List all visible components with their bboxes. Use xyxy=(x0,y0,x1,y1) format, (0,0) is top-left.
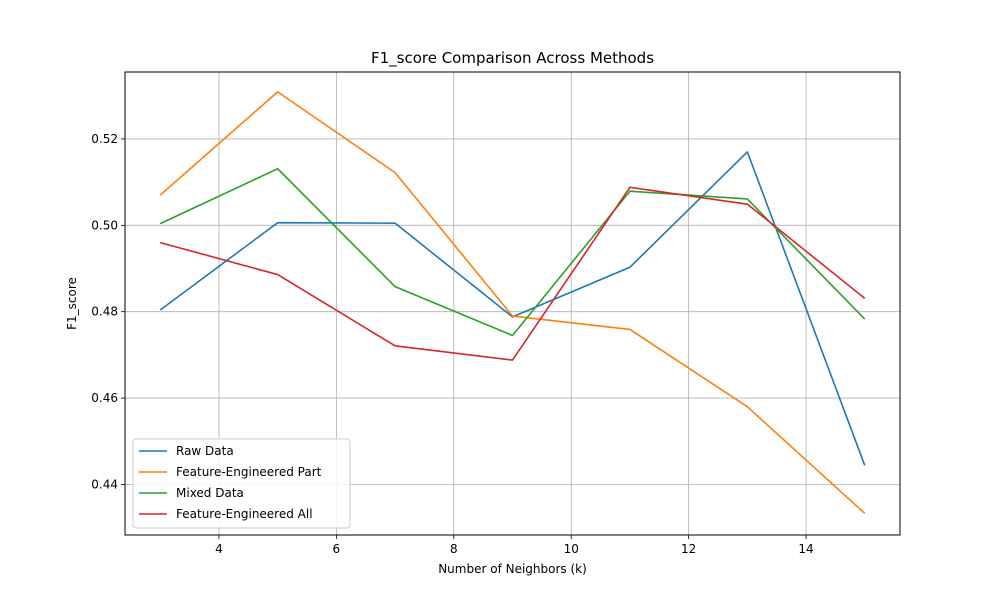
chart-title: F1_score Comparison Across Methods xyxy=(371,49,654,68)
legend-entry: Mixed Data xyxy=(176,486,244,500)
grid xyxy=(125,72,900,535)
x-tick-label: 8 xyxy=(450,542,458,556)
x-tick-label: 4 xyxy=(215,542,223,556)
series-line-2 xyxy=(159,91,866,514)
x-tick-label: 12 xyxy=(681,542,696,556)
y-tick-label: 0.46 xyxy=(91,391,118,405)
legend-box xyxy=(132,438,351,529)
ticks-group: 4 6 8 10 12 14 0.44 0.46 0.48 0.50 0.52 xyxy=(91,132,813,556)
plot-frame xyxy=(124,71,901,536)
legend-entry: Feature-Engineered Part xyxy=(176,465,322,479)
y-tick-label: 0.52 xyxy=(91,132,118,146)
x-tick-label: 14 xyxy=(798,542,813,556)
legend-entry: Feature-Engineered All xyxy=(176,507,313,521)
y-tick-label: 0.48 xyxy=(91,305,118,319)
series-line-1 xyxy=(159,151,866,466)
y-tick-label: 0.50 xyxy=(91,218,118,232)
series-group xyxy=(159,91,866,514)
legend-entry: Raw Data xyxy=(176,444,234,458)
x-tick-label: 10 xyxy=(564,542,579,556)
y-axis-label: F1_score xyxy=(65,277,79,330)
legend: Raw Data Feature-Engineered Part Mixed Dat… xyxy=(132,438,351,529)
x-axis-label: Number of Neighbors (k) xyxy=(438,562,587,576)
x-tick-label: 6 xyxy=(333,542,341,556)
series-line-3 xyxy=(159,167,866,337)
series-line-4 xyxy=(160,186,866,361)
y-tick-label: 0.44 xyxy=(91,477,118,491)
